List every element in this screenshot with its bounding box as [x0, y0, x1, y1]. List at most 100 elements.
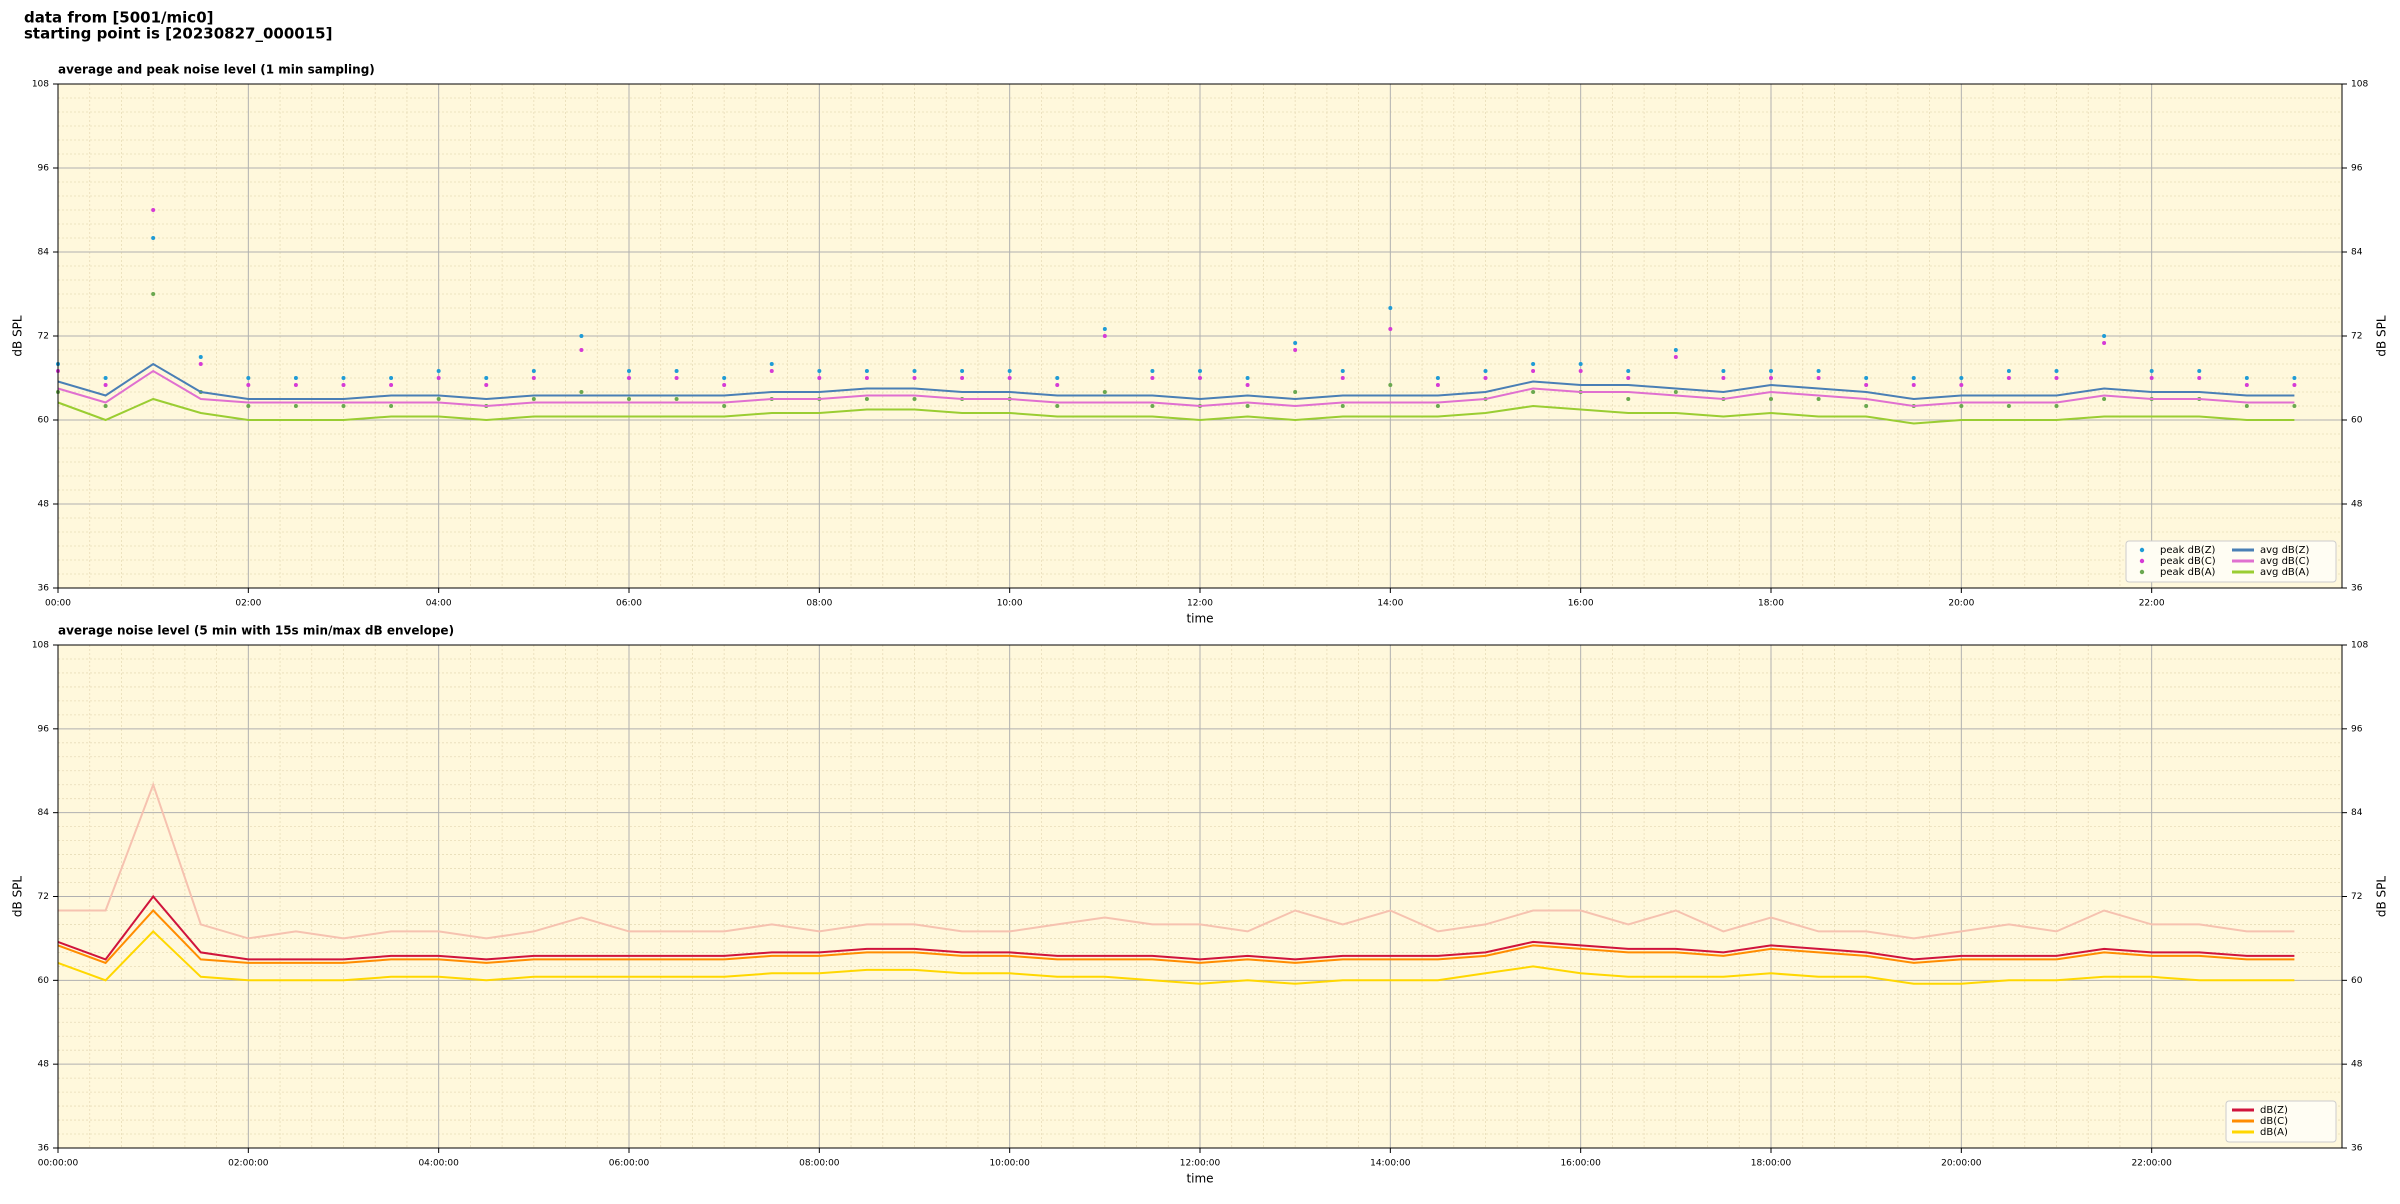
data-point [198, 355, 203, 359]
y-tick-label: 96 [38, 164, 50, 174]
data-point [1531, 369, 1536, 373]
data-point [2102, 341, 2107, 345]
data-point [1816, 369, 1821, 373]
data-point [2149, 376, 2154, 380]
legend-label: dB(A) [2260, 1127, 2288, 1138]
data-point [389, 383, 394, 387]
y-tick-label: 96 [2351, 724, 2363, 734]
x-tick-label: 02:00:00 [228, 1159, 269, 1169]
chart-title: average and peak noise level (1 min samp… [58, 63, 375, 77]
data-point [484, 383, 489, 387]
data-point [817, 376, 822, 380]
y-tick-label: 96 [38, 724, 50, 734]
data-point [1673, 355, 1678, 359]
data-point [1626, 376, 1631, 380]
header-line: starting point is [20230827_000015] [24, 25, 332, 43]
x-tick-label: 04:00 [426, 599, 452, 609]
data-point [1578, 362, 1583, 366]
y-tick-label: 108 [2351, 80, 2368, 90]
data-point [769, 362, 774, 366]
data-point [817, 369, 822, 373]
data-point [1911, 383, 1916, 387]
envelope [58, 781, 2295, 940]
plot-frame [57, 644, 2343, 1149]
chart-title: average noise level (5 min with 15s min/… [58, 624, 454, 638]
data-line [57, 362, 2295, 401]
data-point [2006, 369, 2011, 373]
y-tick-label: 60 [2351, 416, 2363, 426]
data-point [531, 376, 536, 380]
data-point [912, 369, 917, 373]
x-tick-label: 12:00 [1187, 599, 1213, 609]
data-point [1435, 383, 1440, 387]
data-point [2149, 369, 2154, 373]
data-point [864, 376, 869, 380]
y-tick-label: 96 [2351, 164, 2363, 174]
data-point [1388, 327, 1393, 331]
legend-label: peak dB(C) [2160, 556, 2216, 567]
header-line: data from [5001/mic0] [24, 9, 214, 27]
y-tick-label: 72 [2351, 892, 2362, 902]
x-tick-label: 06:00:00 [609, 1159, 650, 1169]
data-point [2292, 383, 2297, 387]
data-point [1198, 376, 1202, 380]
x-tick-label: 10:00:00 [989, 1159, 1030, 1169]
data-point [1816, 376, 1821, 380]
data-point [1626, 397, 1631, 401]
data-point [103, 383, 108, 387]
y-tick-label: 108 [2351, 641, 2368, 651]
data-point [627, 397, 631, 401]
data-point [1531, 390, 1536, 394]
y-tick-label: 48 [2351, 500, 2363, 510]
data-point [2054, 369, 2059, 373]
data-point [2054, 404, 2059, 408]
data-point [246, 383, 251, 387]
data-point [1673, 348, 1678, 352]
x-tick-label: 00:00 [45, 599, 71, 609]
x-tick-label: 06:00 [616, 599, 642, 609]
legend-marker [2139, 558, 2145, 564]
data-line [57, 929, 2295, 985]
data-point [1864, 376, 1869, 380]
data-point [436, 397, 441, 401]
data-point [1340, 404, 1345, 408]
data-point [531, 397, 536, 401]
y-tick-label: 108 [32, 641, 49, 651]
x-tick-label: 22:00:00 [2131, 1159, 2172, 1169]
data-point [246, 404, 251, 408]
legend-label: avg dB(C) [2260, 556, 2310, 567]
y-tick-label: 48 [38, 500, 50, 510]
data-point [627, 376, 631, 380]
data-point [674, 397, 679, 401]
data-point [2292, 404, 2297, 408]
data-point [1340, 369, 1345, 373]
data-point [1864, 383, 1869, 387]
data-point [722, 383, 727, 387]
y-axis-label: dB SPL [11, 315, 25, 357]
data-point [1245, 383, 1250, 387]
data-point [1102, 334, 1107, 338]
data-point [1055, 376, 1060, 380]
legend-label: dB(C) [2260, 1116, 2288, 1127]
data-point [960, 369, 965, 373]
chart: average and peak noise level (1 min samp… [11, 63, 2389, 626]
data-point [246, 376, 251, 380]
legend [2125, 540, 2337, 583]
y-tick-label: 84 [2351, 808, 2363, 818]
x-tick-label: 22:00 [2139, 599, 2165, 609]
data-point [198, 362, 203, 366]
data-point [1388, 306, 1393, 310]
data-point [2006, 376, 2011, 380]
data-point [579, 348, 584, 352]
data-point [103, 404, 108, 408]
data-point [341, 376, 346, 380]
data-point [1959, 404, 1964, 408]
y-tick-label: 60 [2351, 976, 2363, 986]
y-tick-label: 108 [32, 80, 49, 90]
data-point [864, 397, 869, 401]
y-tick-label: 48 [2351, 1060, 2363, 1070]
data-point [627, 369, 631, 373]
data-point [531, 369, 536, 373]
data-line [57, 369, 2295, 408]
